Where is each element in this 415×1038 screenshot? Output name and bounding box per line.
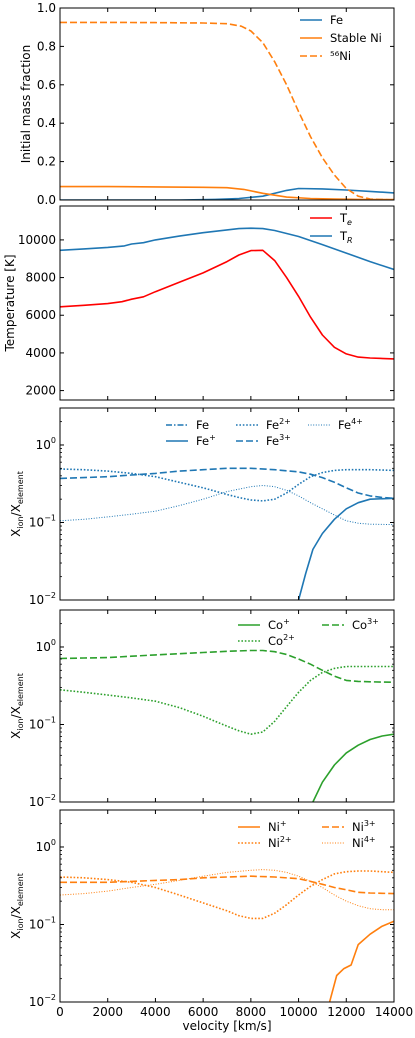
y-tick-label: 10−1 — [29, 715, 56, 731]
legend-label-4: Ni4+ — [352, 835, 376, 850]
plot-frame — [59, 809, 395, 1003]
legend-label-1: Te — [339, 211, 352, 227]
series-line-2 — [297, 497, 394, 600]
y-tick-label: 10−2 — [29, 793, 56, 809]
series-line-1 — [312, 733, 394, 802]
legend-label-1: Ni+ — [268, 819, 287, 834]
plot-frame — [59, 609, 395, 803]
x-tick-label: 4000 — [140, 1005, 171, 1019]
series-group — [60, 227, 394, 360]
y-tick-label: 10000 — [18, 233, 56, 247]
series-line-1 — [328, 920, 394, 1002]
y-tick-label: 0.4 — [37, 116, 56, 130]
legend: Te TR — [310, 211, 353, 245]
y-axis-label: Initial mass fraction — [19, 45, 33, 163]
legend-label-5: Fe4+ — [338, 417, 363, 432]
y-tick-label: 10−2 — [29, 591, 56, 607]
y-tick-label: 0.2 — [37, 155, 56, 169]
legend-label-2: Ni2+ — [268, 835, 292, 850]
y-tick-label: 6000 — [25, 308, 56, 322]
legend-label-2: TR — [339, 229, 353, 245]
x-tick-label: 12000 — [327, 1005, 365, 1019]
y-axis-label: Xion/Xelement — [9, 873, 25, 939]
x-tick-label: 2000 — [92, 1005, 123, 1019]
y-tick-label: 100 — [36, 838, 56, 854]
plot-frame — [59, 407, 395, 601]
y-tick-label: 0.0 — [37, 193, 56, 207]
series-group — [60, 649, 394, 802]
plot-frame — [59, 205, 395, 401]
series-line-2 — [60, 227, 394, 271]
panel-1: 0.0 0.2 0.4 0.6 0.8 1.0 Initial mass fraction F… — [19, 1, 395, 207]
series-line-4 — [60, 869, 394, 911]
x-tick-label: 6000 — [188, 1005, 219, 1019]
y-tick-label: 10−2 — [29, 993, 56, 1009]
legend-label-1: Fe — [196, 418, 209, 432]
series-group — [60, 467, 394, 600]
legend-label-1: Co+ — [268, 617, 290, 632]
legend-label-3: Co3+ — [352, 617, 379, 632]
plot-frame — [59, 7, 395, 201]
y-tick-label: 0.8 — [37, 39, 56, 53]
series-line-2 — [60, 870, 394, 920]
panel-4: 10−2 10−1 100 Xion/Xelement Co+Co2+ Co3+ — [9, 609, 395, 809]
panel-5: 10−2 10−1 100 0 2000 4000 6000 8000 10000 12000 14… — [9, 809, 413, 1033]
legend-label-3: Fe2+ — [266, 417, 291, 432]
series-line-3 — [60, 468, 394, 502]
series-line-4 — [60, 467, 394, 500]
legend: Fe Stable Ni ⁵⁶Ni — [300, 13, 382, 63]
y-tick-label: 1.0 — [37, 1, 56, 15]
series-line-3 — [60, 649, 394, 684]
legend: Co+Co2+ Co3+ — [238, 617, 379, 648]
series-line-5 — [60, 485, 394, 526]
series-line-1 — [60, 187, 394, 200]
legend-label-2: Fe+ — [196, 433, 216, 448]
y-tick-label: 2000 — [25, 384, 56, 398]
y-tick-label: 8000 — [25, 271, 56, 285]
legend-label-2: Stable Ni — [330, 31, 382, 45]
x-tick-label: 0 — [56, 1005, 64, 1019]
x-tick-label: 8000 — [236, 1005, 267, 1019]
legend-label-2: Co2+ — [268, 633, 295, 648]
series-line-3 — [60, 875, 394, 895]
y-tick-label: 10−1 — [29, 513, 56, 529]
legend-label-3: ⁵⁶Ni — [330, 49, 351, 63]
series-group — [60, 869, 394, 1002]
x-tick-label: 14000 — [375, 1005, 413, 1019]
y-tick-label: 100 — [36, 436, 56, 452]
y-tick-label: 4000 — [25, 346, 56, 360]
series-line-2 — [60, 665, 394, 735]
y-axis-label: Xion/Xelement — [9, 673, 25, 739]
legend-label-4: Fe3+ — [266, 433, 291, 448]
series-line-3 — [60, 21, 394, 200]
y-axis-label: Xion/Xelement — [9, 471, 25, 537]
x-tick-label: 10000 — [279, 1005, 317, 1019]
legend: Ni+Ni2+ Ni3+Ni4+ — [238, 819, 376, 850]
y-tick-label: 100 — [36, 638, 56, 654]
y-tick-label: 10−1 — [29, 915, 56, 931]
y-tick-label: 0.6 — [37, 78, 56, 92]
series-line-2 — [60, 185, 394, 200]
y-axis-label: Temperature [K] — [3, 254, 17, 352]
legend-label-1: Fe — [330, 13, 343, 27]
x-axis-label: velocity [km/s] — [182, 1019, 271, 1033]
legend-label-3: Ni3+ — [352, 819, 376, 834]
series-line-1 — [60, 249, 394, 360]
